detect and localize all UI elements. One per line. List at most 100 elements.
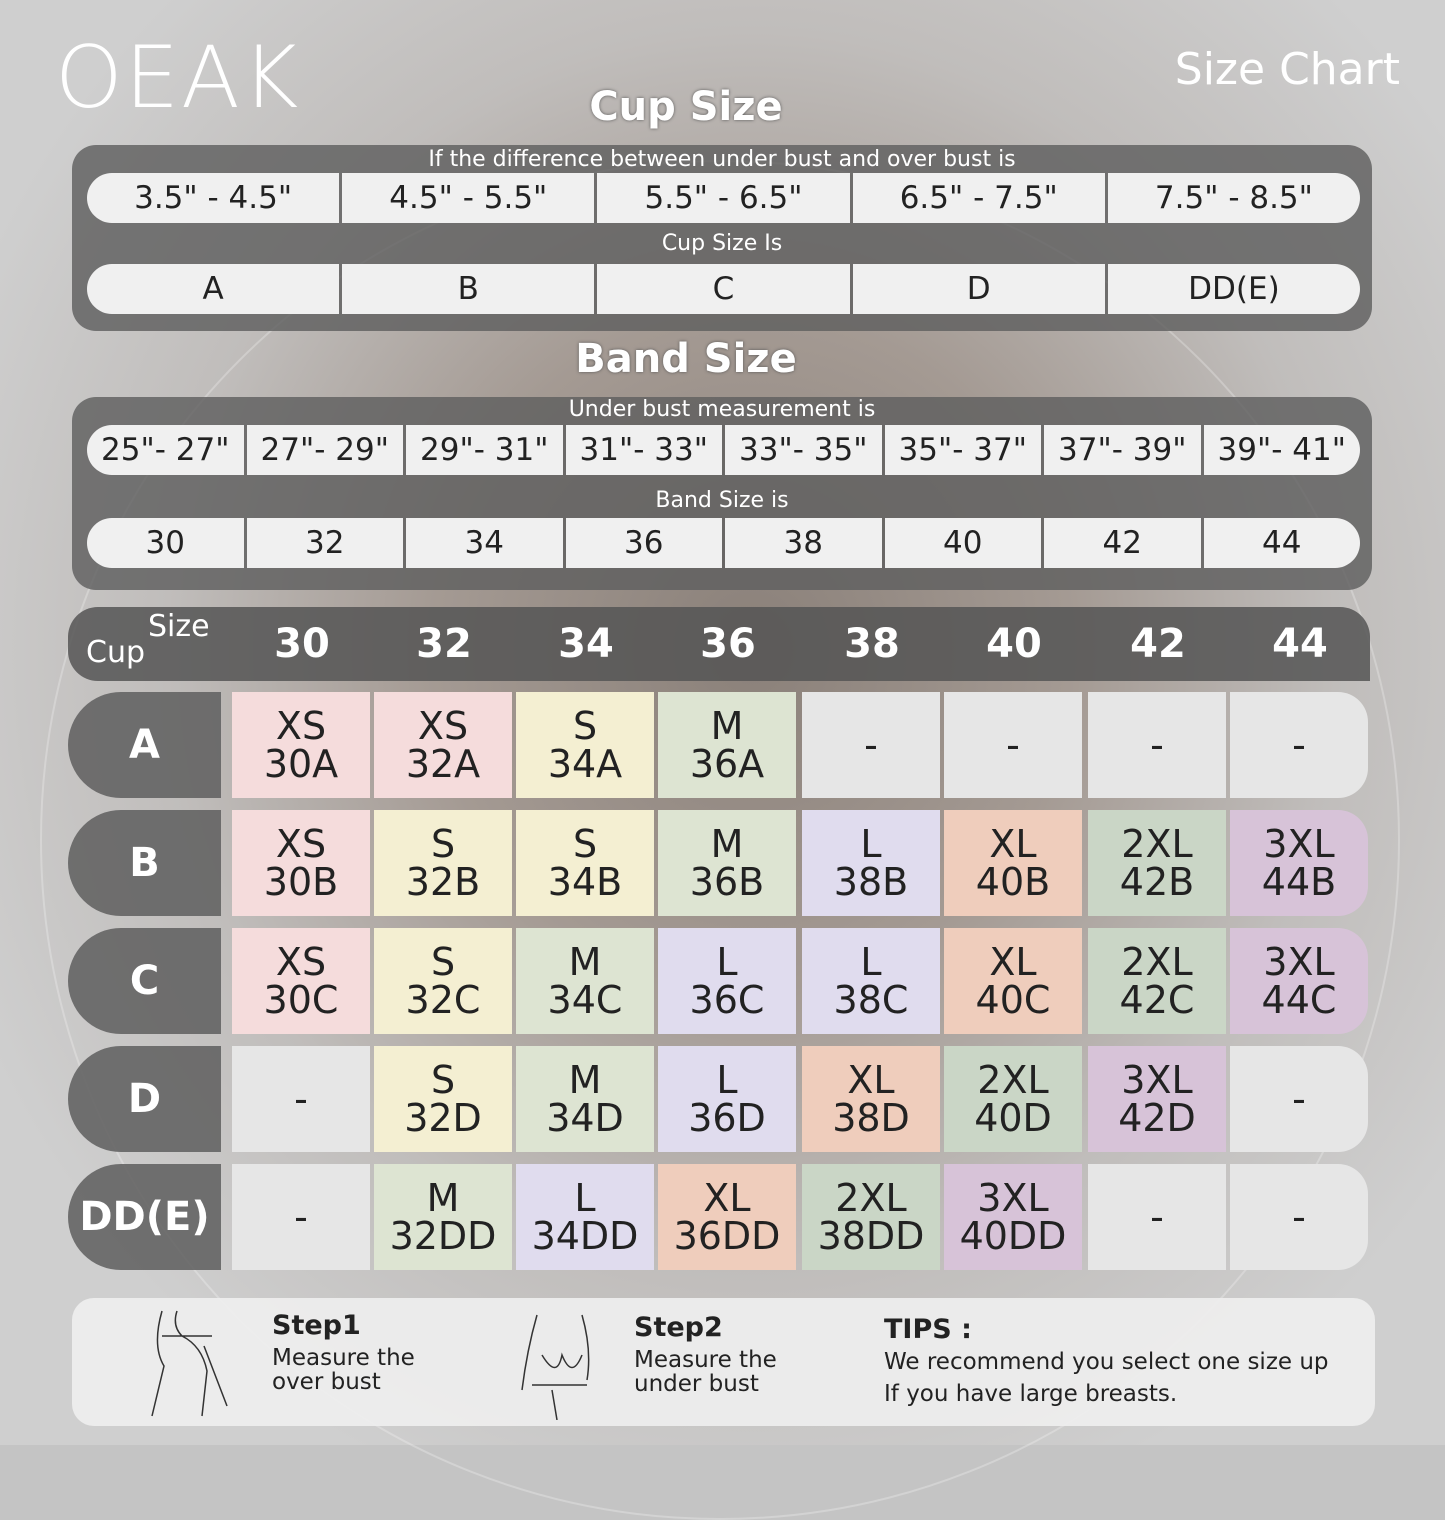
size-code: 38B (833, 860, 909, 904)
cup-range-cell: 4.5" - 5.5" (342, 173, 595, 223)
size-letter: XS (275, 704, 327, 748)
size-cell: - (1088, 692, 1226, 798)
size-cell: L 38C (802, 928, 940, 1034)
band-size-cell: 36 (565, 518, 722, 568)
size-letter: - (294, 1077, 308, 1121)
size-cell: - (1230, 1046, 1368, 1152)
size-cell: XL 36DD (658, 1164, 796, 1270)
band-range-cell: 37"- 39" (1044, 425, 1201, 475)
size-cell: M 34D (516, 1046, 654, 1152)
band-column-header: 44 (1272, 621, 1328, 667)
cup-row-label: B (68, 810, 221, 916)
band-size-cell: 34 (406, 518, 563, 568)
under-bust-illustration-icon (521, 1314, 590, 1420)
size-letter: - (1150, 1195, 1164, 1239)
band-column-header: 30 (274, 621, 330, 667)
size-cell: M 36A (658, 692, 796, 798)
size-code: 44C (1261, 978, 1337, 1022)
size-cell: S 32B (374, 810, 512, 916)
measurement-footer: Step1 Measure the over bust Step2 Measure … (72, 1298, 1375, 1426)
size-letter: M (568, 1058, 602, 1102)
size-cell: 3XL 44B (1230, 810, 1368, 916)
size-cell: 3XL 42D (1088, 1046, 1226, 1152)
cup-row-label: D (68, 1046, 221, 1152)
difference-label: If the difference between under bust and… (428, 147, 1016, 172)
band-size-panel: Under bust measurement is 25"- 27" 27"- 2… (72, 397, 1372, 590)
tips-title: TIPS : (884, 1314, 972, 1345)
size-cell: 2XL 42B (1088, 810, 1226, 916)
size-letter: M (710, 704, 744, 748)
size-cell: L 34DD (516, 1164, 654, 1270)
cup-range-cell: 5.5" - 6.5" (597, 173, 850, 223)
size-code: 32B (405, 860, 481, 904)
size-letter: - (1006, 723, 1020, 767)
size-code: 36C (689, 978, 765, 1022)
cup-row-label: A (68, 692, 221, 798)
size-cell: XS 30A (232, 692, 370, 798)
size-cell: 2XL 42C (1088, 928, 1226, 1034)
size-letter: S (430, 822, 456, 866)
size-letter: S (430, 940, 456, 984)
cup-size-is-label: Cup Size Is (661, 231, 783, 256)
cup-row-label: C (68, 928, 221, 1034)
band-column-header: 38 (844, 621, 900, 667)
band-column-header: 34 (558, 621, 614, 667)
size-cell: S 34A (516, 692, 654, 798)
size-cell: L 38B (802, 810, 940, 916)
size-letter: M (710, 822, 744, 866)
band-range-cell: 27"- 29" (246, 425, 403, 475)
cup-sizes-row: A B C D DD(E) (87, 264, 1361, 314)
size-letter: 2XL (1121, 822, 1193, 866)
band-column-header: 42 (1130, 621, 1186, 667)
size-code: 36D (688, 1096, 766, 1140)
page-title: Size Chart (1174, 44, 1400, 95)
size-letter: - (1292, 1077, 1306, 1121)
size-letter: - (1150, 723, 1164, 767)
band-column-header: 36 (700, 621, 756, 667)
size-code: 34A (547, 742, 623, 786)
size-code: 32C (405, 978, 481, 1022)
size-code: 44B (1261, 860, 1337, 904)
size-letter: XS (275, 822, 327, 866)
cup-size-cell: B (342, 264, 595, 314)
cup-size-heading: Cup Size (589, 84, 783, 130)
size-cell: 3XL 44C (1230, 928, 1368, 1034)
band-range-cell: 35"- 37" (884, 425, 1041, 475)
cup-range-cell: 6.5" - 7.5" (852, 173, 1105, 223)
size-code: 30A (263, 742, 339, 786)
size-letter: XS (275, 940, 327, 984)
band-size-cell: 30 (87, 518, 244, 568)
size-cell: M 34C (516, 928, 654, 1034)
size-letter: M (426, 1176, 460, 1220)
size-letter: 3XL (1263, 940, 1335, 984)
size-cell: S 32C (374, 928, 512, 1034)
size-letter: XS (417, 704, 469, 748)
cup-ranges-row: 3.5" - 4.5" 4.5" - 5.5" 5.5" - 6.5" 6.5" - … (87, 173, 1361, 223)
cup-row-label: DD(E) (68, 1164, 221, 1270)
size-code: 38D (832, 1096, 910, 1140)
size-letter: L (716, 1058, 738, 1102)
cup-size-cell: D (852, 264, 1105, 314)
step1-text: Measure the over bust (272, 1345, 415, 1395)
size-cell: 2XL 38DD (802, 1164, 940, 1270)
size-letter: - (864, 723, 878, 767)
size-letter: - (294, 1195, 308, 1239)
under-bust-label: Under bust measurement is (568, 397, 876, 422)
size-letter: - (1292, 723, 1306, 767)
size-code: 42B (1119, 860, 1195, 904)
band-range-cell: 31"- 33" (565, 425, 722, 475)
size-letter: XL (989, 940, 1037, 984)
size-cell: XS 32A (374, 692, 512, 798)
size-cell: XL 38D (802, 1046, 940, 1152)
size-code: 38DD (817, 1214, 925, 1258)
size-code: 40C (975, 978, 1051, 1022)
size-letter: XL (703, 1176, 751, 1220)
size-letter: 2XL (977, 1058, 1049, 1102)
size-letter: L (574, 1176, 596, 1220)
size-letter: 3XL (977, 1176, 1049, 1220)
band-size-cell: 42 (1044, 518, 1201, 568)
size-cell: 3XL 40DD (944, 1164, 1082, 1270)
size-cell: - (1088, 1164, 1226, 1270)
size-cell: L 36C (658, 928, 796, 1034)
brand-logo: OEAK (55, 28, 301, 128)
